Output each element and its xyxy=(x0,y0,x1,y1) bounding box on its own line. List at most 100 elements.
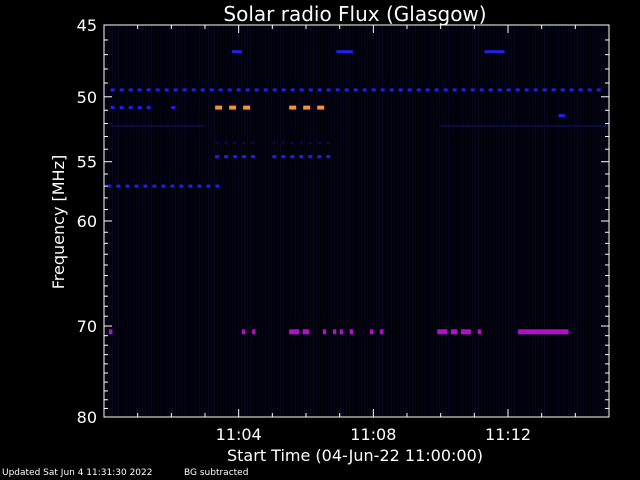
background-streak xyxy=(535,26,536,416)
emission-mark xyxy=(155,88,160,92)
emission-mark xyxy=(281,155,286,159)
background-streak xyxy=(325,26,326,416)
emission-mark xyxy=(380,329,384,335)
background-streak xyxy=(136,26,137,416)
emission-mark xyxy=(326,88,331,92)
background-streak xyxy=(223,26,224,416)
emission-mark xyxy=(461,88,466,92)
background-streak xyxy=(460,26,461,416)
emission-mark xyxy=(152,184,157,188)
background-streak xyxy=(205,26,206,416)
background-streak xyxy=(397,26,398,416)
emission-mark xyxy=(407,88,412,92)
background-streak xyxy=(385,26,386,416)
background-streak xyxy=(574,26,575,416)
emission-mark xyxy=(206,184,211,188)
background-streak xyxy=(199,26,200,416)
emission-mark xyxy=(542,88,547,92)
emission-mark xyxy=(290,88,295,92)
background-streak xyxy=(433,26,434,416)
background-streak xyxy=(496,26,497,416)
background-streak xyxy=(547,26,548,416)
emission-mark xyxy=(243,105,251,110)
background-streak xyxy=(598,26,599,416)
emission-mark xyxy=(515,88,520,92)
background-streak xyxy=(532,26,533,416)
emission-mark xyxy=(137,88,142,92)
y-tick-label: 60 xyxy=(77,212,97,231)
emission-mark xyxy=(437,329,448,335)
emission-mark xyxy=(302,329,310,335)
background-streak xyxy=(280,26,281,416)
background-streak xyxy=(133,26,134,416)
background-streak xyxy=(529,26,530,416)
emission-mark xyxy=(339,329,344,335)
background-streak xyxy=(586,26,587,416)
background-streak xyxy=(355,26,356,416)
emission-mark xyxy=(245,88,250,92)
emission-mark xyxy=(326,155,331,159)
y-tick-label: 80 xyxy=(77,408,97,427)
background-streak xyxy=(475,26,476,416)
background-streak xyxy=(412,26,413,416)
emission-mark xyxy=(353,88,358,92)
background-streak xyxy=(253,26,254,416)
emission-mark xyxy=(110,88,115,92)
background-streak xyxy=(442,26,443,416)
emission-mark xyxy=(116,184,121,188)
background-streak xyxy=(178,26,179,416)
background-streak xyxy=(577,26,578,416)
background-streak xyxy=(256,26,257,416)
emission-mark xyxy=(173,88,178,92)
emission-mark xyxy=(164,88,169,92)
emission-mark xyxy=(344,88,349,92)
emission-mark xyxy=(533,88,538,92)
x-axis-label: Start Time (04-Jun-22 11:00:00) xyxy=(227,446,483,465)
background-streak xyxy=(370,26,371,416)
background-streak xyxy=(208,26,209,416)
emission-mark xyxy=(332,329,337,335)
background-streak xyxy=(316,26,317,416)
emission-mark xyxy=(218,88,223,92)
background-streak xyxy=(583,26,584,416)
background-streak xyxy=(505,26,506,416)
emission-mark xyxy=(110,125,205,128)
background-streak xyxy=(406,26,407,416)
y-tick-label: 70 xyxy=(77,317,97,336)
background-streak xyxy=(187,26,188,416)
emission-mark xyxy=(252,329,256,335)
background-streak xyxy=(415,26,416,416)
background-streak xyxy=(559,26,560,416)
background-streak xyxy=(241,26,242,416)
emission-mark xyxy=(209,88,214,92)
background-streak xyxy=(319,26,320,416)
background-streak xyxy=(214,26,215,416)
background-streak xyxy=(451,26,452,416)
background-streak xyxy=(163,26,164,416)
background-streak xyxy=(349,26,350,416)
background-streak xyxy=(244,26,245,416)
emission-mark xyxy=(161,184,166,188)
background-streak xyxy=(196,26,197,416)
background-streak xyxy=(466,26,467,416)
background-streak xyxy=(376,26,377,416)
background-streak xyxy=(304,26,305,416)
background-streak xyxy=(523,26,524,416)
y-tick-label: 50 xyxy=(77,88,97,107)
background-streak xyxy=(352,26,353,416)
emission-mark xyxy=(119,106,124,110)
background-streak xyxy=(310,26,311,416)
background-streak xyxy=(490,26,491,416)
emission-mark xyxy=(231,50,242,54)
background-streak xyxy=(121,26,122,416)
emission-mark xyxy=(308,155,313,159)
background-streak xyxy=(511,26,512,416)
background-streak xyxy=(271,26,272,416)
background-streak xyxy=(301,26,302,416)
emission-mark xyxy=(326,141,331,144)
emission-features xyxy=(107,50,609,335)
background-streak xyxy=(169,26,170,416)
background-streak xyxy=(166,26,167,416)
emission-mark xyxy=(281,88,286,92)
background-streak xyxy=(286,26,287,416)
